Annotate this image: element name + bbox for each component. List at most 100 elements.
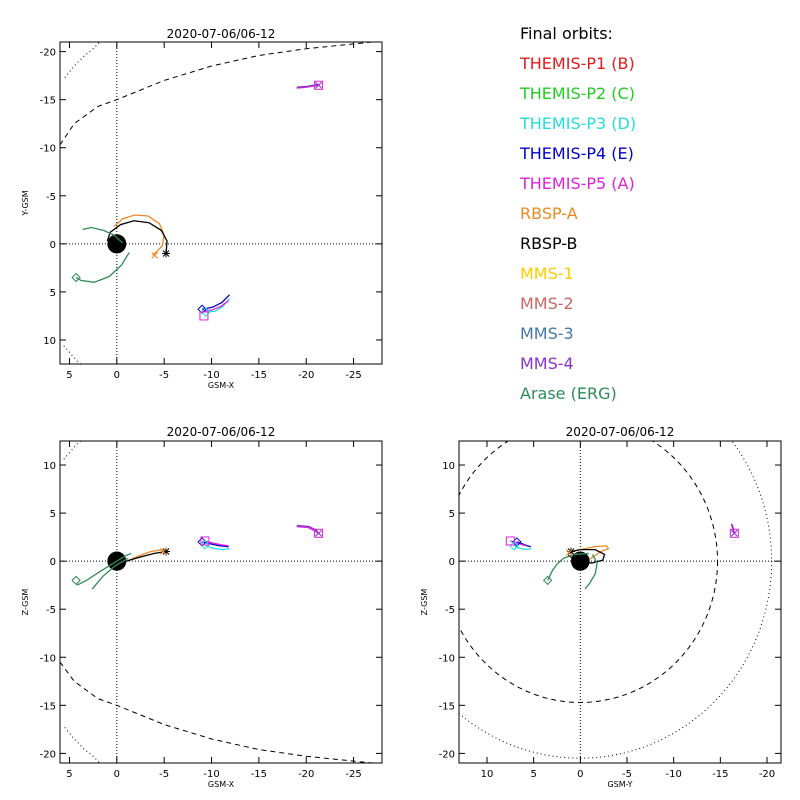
orbit-track — [126, 548, 165, 562]
x-tick-label: -15 — [251, 370, 267, 381]
orbit-track — [513, 545, 531, 551]
plot-title-xy: 2020-07-06/06-12 — [167, 27, 276, 41]
spacecraft-markers-xy — [71, 80, 324, 321]
orbit-track — [76, 552, 132, 586]
axis-ticks-xy: 5 0 -5 -10 -15 -20 -25 -20 -15 -10 -5 0 5 10 — [40, 42, 382, 381]
orbit-track — [91, 557, 129, 590]
x-tick-label: -15 — [712, 769, 728, 780]
spacecraft-marker-square — [505, 536, 515, 546]
x-axis-label-xz: GSM-X — [208, 780, 235, 789]
spacecraft-markers-xz — [71, 528, 324, 586]
x-axis-label-yz: GSM-Y — [607, 780, 632, 789]
x-axis-label-xy: GSM-X — [208, 381, 235, 390]
spacecraft-marker-square — [199, 311, 209, 321]
boundary-outer — [64, 727, 101, 763]
legend-item: MMS-2 — [520, 294, 574, 313]
spacecraft-marker-asterisk — [162, 249, 171, 258]
spacecraft-marker-diamond — [200, 540, 210, 550]
spacecraft-marker-cross — [151, 252, 159, 259]
x-tick-label: 10 — [481, 769, 494, 780]
legend-item: THEMIS-P5 (A) — [519, 174, 635, 193]
spacecraft-marker-square — [314, 528, 324, 538]
orbit-track — [75, 252, 130, 283]
orbit-track — [126, 550, 167, 562]
x-tick-label: 0 — [114, 370, 120, 381]
orbit-track — [296, 83, 319, 88]
legend-item: THEMIS-P2 (C) — [519, 84, 635, 103]
x-tick-label: -5 — [159, 370, 169, 381]
x-tick-label: -20 — [298, 769, 314, 780]
plot-frame-yz — [458, 440, 782, 764]
panel-xz-plot: 2020-07-06/06-12 5 0 -5 -10 -15 -20 -25 -20 -15 -… — [21, 425, 383, 789]
spacecraft-marker-diamond — [197, 304, 207, 314]
x-tick-label: -5 — [622, 769, 632, 780]
x-tick-label: -20 — [298, 370, 314, 381]
legend-items: THEMIS-P1 (B) THEMIS-P2 (C) THEMIS-P3 (D) T… — [519, 54, 636, 403]
spacecraft-marker-diamond — [509, 541, 519, 551]
axis-ticks-xz: 5 0 -5 -10 -15 -20 -25 -20 -15 -10 -5 0 5 10 — [40, 441, 382, 780]
axis-ticks-yz: 10 5 0 -5 -10 -15 -20 -20 -15 -10 -5 0 5 10 — [439, 441, 781, 780]
earth-marker-xy — [107, 234, 127, 254]
x-tick-label: -5 — [159, 769, 169, 780]
y-tick-label: 10 — [43, 336, 56, 347]
y-tick-label: -15 — [439, 701, 455, 712]
y-tick-label: -10 — [439, 653, 455, 664]
orbit-series-yz — [510, 523, 735, 590]
y-tick-label: 0 — [50, 240, 56, 251]
spacecraft-marker-cross — [565, 549, 573, 556]
y-tick-label: 10 — [442, 461, 455, 472]
legend-item: MMS-3 — [520, 324, 574, 343]
orbit-track — [106, 220, 168, 254]
spacecraft-marker-cross — [315, 81, 322, 89]
y-tick-label: -10 — [40, 653, 56, 664]
x-tick-label: 5 — [66, 769, 72, 780]
x-tick-label: -20 — [759, 769, 775, 780]
spacecraft-marker-cross — [730, 529, 738, 537]
orbit-track — [567, 548, 606, 564]
x-tick-label: -10 — [203, 370, 219, 381]
orbit-track — [584, 554, 598, 590]
legend-item: RBSP-B — [520, 234, 577, 253]
x-tick-label: 0 — [577, 769, 583, 780]
legend-item: MMS-4 — [520, 354, 574, 373]
spacecraft-marker-square — [314, 80, 324, 90]
orbit-series-xz — [76, 524, 320, 590]
y-tick-label: -10 — [40, 144, 56, 155]
y-tick-label: 5 — [50, 288, 56, 299]
spacecraft-marker-diamond — [542, 575, 553, 586]
orbit-track — [113, 214, 165, 256]
y-tick-label: -5 — [46, 605, 56, 616]
boundary-layer-xz — [60, 441, 373, 763]
legend-item: THEMIS-P4 (E) — [519, 144, 634, 163]
x-tick-label: -15 — [251, 769, 267, 780]
legend-item: MMS-1 — [520, 264, 574, 283]
orbit-track — [82, 226, 123, 244]
plot-frame-xz — [59, 440, 383, 764]
boundary-outer — [64, 42, 101, 78]
spacecraft-marker-diamond — [71, 575, 81, 586]
plot-title-xz: 2020-07-06/06-12 — [167, 425, 276, 439]
y-tick-label: 5 — [50, 509, 56, 520]
legend-title: Final orbits: — [520, 24, 613, 43]
x-tick-label: -10 — [203, 769, 219, 780]
orbit-track — [203, 540, 229, 547]
legend: Final orbits: THEMIS-P1 (B) THEMIS-P2 (C)… — [519, 24, 636, 403]
y-tick-label: -5 — [445, 605, 455, 616]
plot-frame-xy — [59, 41, 383, 365]
y-tick-label: 0 — [50, 557, 56, 568]
orbit-track — [201, 300, 229, 312]
spacecraft-marker-cross — [315, 529, 322, 537]
y-tick-label: -20 — [40, 48, 56, 59]
y-tick-label: -15 — [40, 96, 56, 107]
spacecraft-marker-cross — [159, 548, 167, 555]
spacecraft-marker-diamond — [201, 307, 211, 317]
y-axis-label-xy: Y-GSM — [21, 190, 30, 216]
orbit-track — [547, 552, 589, 581]
orbit-track — [201, 294, 230, 310]
y-tick-label: 5 — [449, 509, 455, 520]
y-tick-label: -15 — [40, 701, 56, 712]
orbit-series-xy — [75, 83, 319, 313]
y-axis-label-yz: Z-GSM — [420, 589, 429, 616]
spacecraft-marker-diamond — [71, 272, 81, 283]
